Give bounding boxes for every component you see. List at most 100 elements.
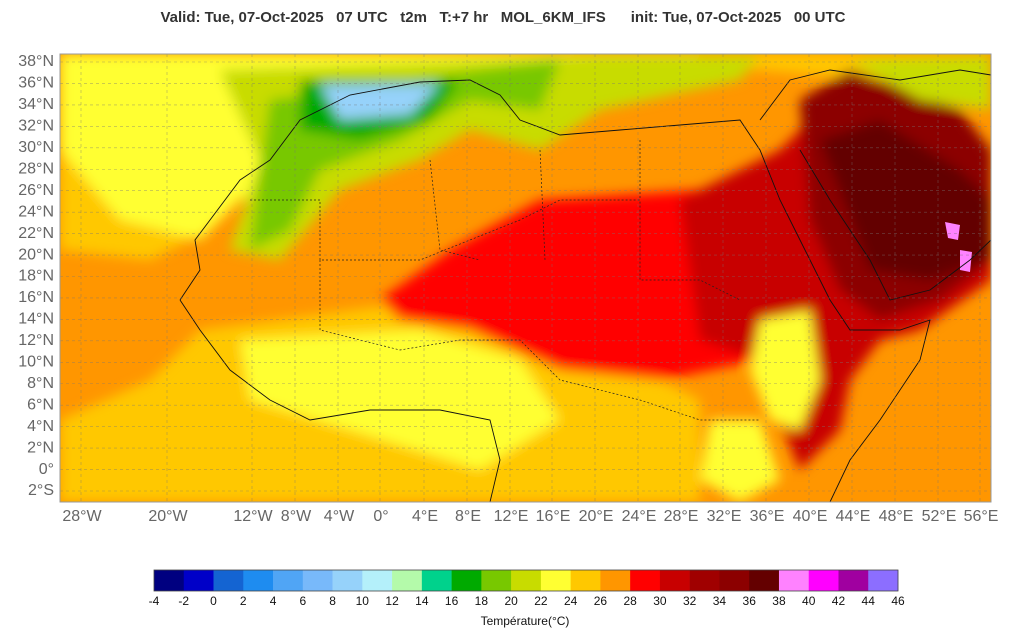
latitude-labels: 38°N 36°N 34°N 32°N 30°N 28°N 26°N 24°N 22°N 20°N… — [18, 53, 54, 499]
temperature-field — [60, 54, 991, 502]
color-swatch — [332, 570, 363, 591]
country-borders — [250, 140, 760, 421]
color-swatch — [421, 570, 452, 591]
color-swatch — [154, 570, 185, 591]
color-swatch — [570, 570, 601, 591]
lat-label: 6°N — [27, 396, 54, 413]
coastline — [179, 79, 931, 502]
lon-label: 44°E — [836, 508, 871, 525]
lat-label: 22°N — [18, 225, 54, 242]
lat-label: 30°N — [18, 139, 54, 156]
color-swatch — [808, 570, 839, 591]
colorbar-tick-label: 8 — [329, 594, 336, 608]
lat-label: 12°N — [18, 332, 54, 349]
coastline — [759, 69, 991, 301]
lat-label: 2°S — [28, 482, 54, 499]
color-swatch — [749, 570, 780, 591]
lat-label: 4°N — [27, 418, 54, 435]
color-swatch — [243, 570, 274, 591]
colorbar-tick-label: 14 — [415, 594, 429, 608]
colorbar-tick-label: 42 — [832, 594, 846, 608]
graticule — [60, 54, 991, 502]
lon-label: 56°E — [964, 508, 999, 525]
colorbar-tick-label: 4 — [270, 594, 277, 608]
coastline — [179, 299, 501, 502]
color-swatch — [600, 570, 631, 591]
color-swatch — [183, 570, 214, 591]
lon-label: 4°W — [324, 508, 355, 525]
colorbar-frame — [153, 569, 899, 592]
color-swatch — [630, 570, 661, 591]
lat-label: 26°N — [18, 182, 54, 199]
lat-label: 28°N — [18, 160, 54, 177]
colorbar-tick-label: 34 — [713, 594, 727, 608]
lat-label: 10°N — [18, 354, 54, 371]
lon-label: 32°E — [707, 508, 742, 525]
lat-label: 8°N — [27, 375, 54, 392]
color-swatch — [719, 570, 750, 591]
color-swatch — [511, 570, 542, 591]
lon-label: 52°E — [922, 508, 957, 525]
colorbar-tick-label: 6 — [299, 594, 306, 608]
color-swatch — [778, 570, 810, 591]
colorbar-tick-label: 12 — [385, 594, 399, 608]
color-swatch — [689, 570, 720, 591]
lat-label: 38°N — [18, 53, 54, 70]
lat-label: 14°N — [18, 311, 54, 328]
lon-label: 12°E — [494, 508, 529, 525]
map-frame — [59, 53, 992, 503]
longitude-labels: 28°W 20°W 12°W 8°W 4°W 0° 4°E 8°E 12°E 16°E 20°E 24… — [62, 508, 998, 525]
lon-label: 20°W — [148, 508, 188, 525]
lat-label: 18°N — [18, 268, 54, 285]
lon-label: 8°E — [455, 508, 481, 525]
colorbar-tick-label: 32 — [683, 594, 697, 608]
lat-label: 2°N — [27, 439, 54, 456]
colorbar-tick-label: 38 — [772, 594, 786, 608]
color-swatch — [659, 570, 690, 591]
color-swatch — [302, 570, 333, 591]
colorbar-tick-label: 18 — [475, 594, 489, 608]
lat-label: 32°N — [18, 118, 54, 135]
lon-label: 8°W — [281, 508, 312, 525]
lon-label: 48°E — [879, 508, 914, 525]
colorbar-tick-label: 44 — [862, 594, 876, 608]
color-swatch — [868, 570, 899, 591]
colorbar-tick-label: 30 — [653, 594, 667, 608]
lon-label: 4°E — [412, 508, 438, 525]
lat-label: 16°N — [18, 289, 54, 306]
color-swatch — [481, 570, 512, 591]
colorbar-tick-label: 26 — [594, 594, 608, 608]
colorbar-tick-label: 20 — [504, 594, 518, 608]
title: Valid: Tue, 07-Oct-2025 07 UTC t2m T:+7 … — [160, 9, 845, 26]
color-swatch — [213, 570, 244, 591]
color-swatch — [540, 570, 571, 591]
color-swatch — [838, 570, 869, 591]
lon-label: 16°E — [536, 508, 571, 525]
lon-label: 24°E — [622, 508, 657, 525]
colorbar-tick-label: 40 — [802, 594, 816, 608]
lat-label: 20°N — [18, 246, 54, 263]
colorbar: -4 -2 0 2 4 6 8 10 12 14 16 18 20 22 24 26 28 30 32 34 36 38 4… — [149, 569, 905, 608]
lon-label: 12°W — [233, 508, 273, 525]
lon-label: 20°E — [579, 508, 614, 525]
color-swatch — [273, 570, 304, 591]
lat-label: 0° — [39, 461, 54, 478]
lon-label: 40°E — [793, 508, 828, 525]
color-swatch — [392, 570, 423, 591]
colorbar-label: Température(°C) — [481, 614, 570, 628]
colorbar-tick-label: 24 — [564, 594, 578, 608]
color-swatch — [362, 570, 393, 591]
lat-label: 24°N — [18, 203, 54, 220]
colorbar-tick-label: 16 — [445, 594, 459, 608]
colorbar-tick-label: -4 — [149, 594, 160, 608]
color-swatch — [451, 570, 482, 591]
lat-label: 36°N — [18, 75, 54, 92]
colorbar-tick-label: 28 — [623, 594, 637, 608]
colorbar-tick-label: 36 — [743, 594, 757, 608]
colorbar-tick-label: 46 — [891, 594, 905, 608]
colorbar-tick-label: 22 — [534, 594, 548, 608]
lat-label: 34°N — [18, 96, 54, 113]
lon-label: 36°E — [750, 508, 785, 525]
